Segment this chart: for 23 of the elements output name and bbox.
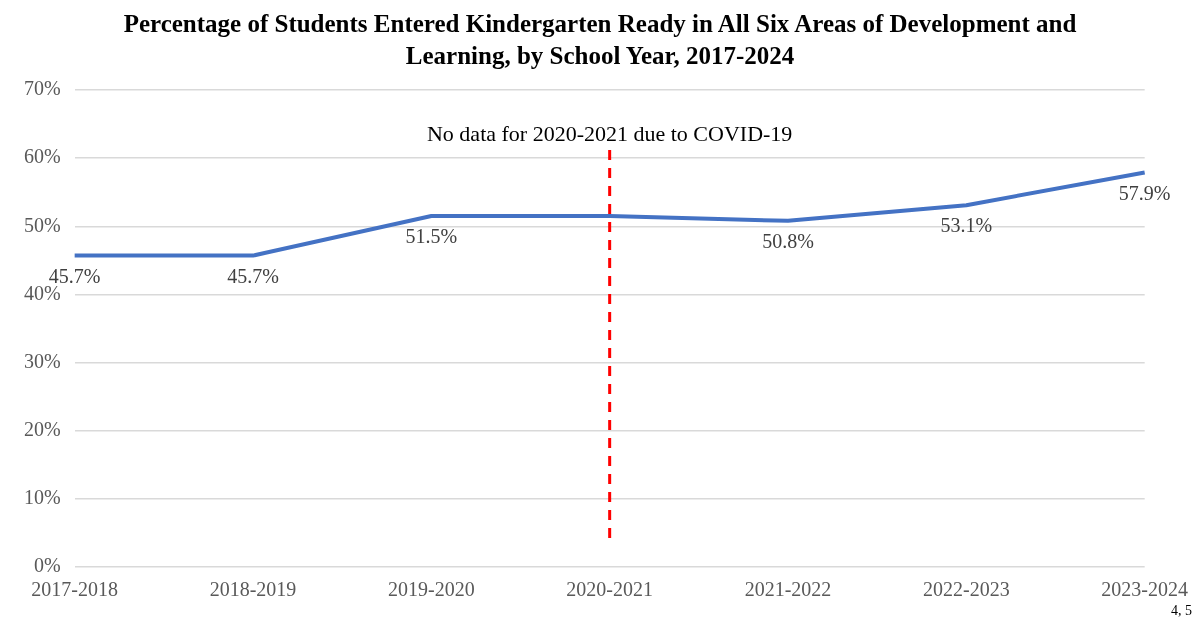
y-tick-label: 30%	[23, 349, 61, 372]
data-label: 51.5%	[405, 225, 458, 248]
chart-title: Percentage of Students Entered Kindergarten Ready in All Six Areas of Development and Learning, by School Year, 2017-2024	[122, 9, 1078, 71]
x-tick-label: 2019-2020	[387, 578, 475, 601]
y-tick-label: 0%	[33, 554, 61, 577]
data-label: 45.7%	[48, 264, 101, 287]
y-tick-label: 50%	[23, 213, 61, 236]
y-tick-label: 60%	[23, 145, 61, 168]
x-tick-label: 2023-2024	[1101, 578, 1189, 601]
data-label: 53.1%	[940, 214, 993, 237]
text: 4, 5	[1171, 603, 1192, 619]
data-label: 57.9%	[1118, 181, 1171, 204]
x-tick-label: 2022-2023	[923, 578, 1010, 601]
ref-line-label: No data for 2020-2021 due to COVID-19	[426, 120, 793, 146]
y-tick-label: 10%	[23, 486, 61, 509]
data-label: 45.7%	[227, 264, 279, 287]
y-tick-label: 70%	[23, 77, 61, 100]
x-tick-label: 2018-2019	[209, 578, 297, 601]
x-tick-label: 2020-2021	[566, 578, 653, 601]
y-tick-label: 20%	[23, 417, 61, 440]
x-tick-label: 2021-2022	[744, 578, 832, 601]
data-label: 50.8%	[762, 230, 814, 253]
x-tick-label: 2017-2018	[31, 578, 118, 601]
